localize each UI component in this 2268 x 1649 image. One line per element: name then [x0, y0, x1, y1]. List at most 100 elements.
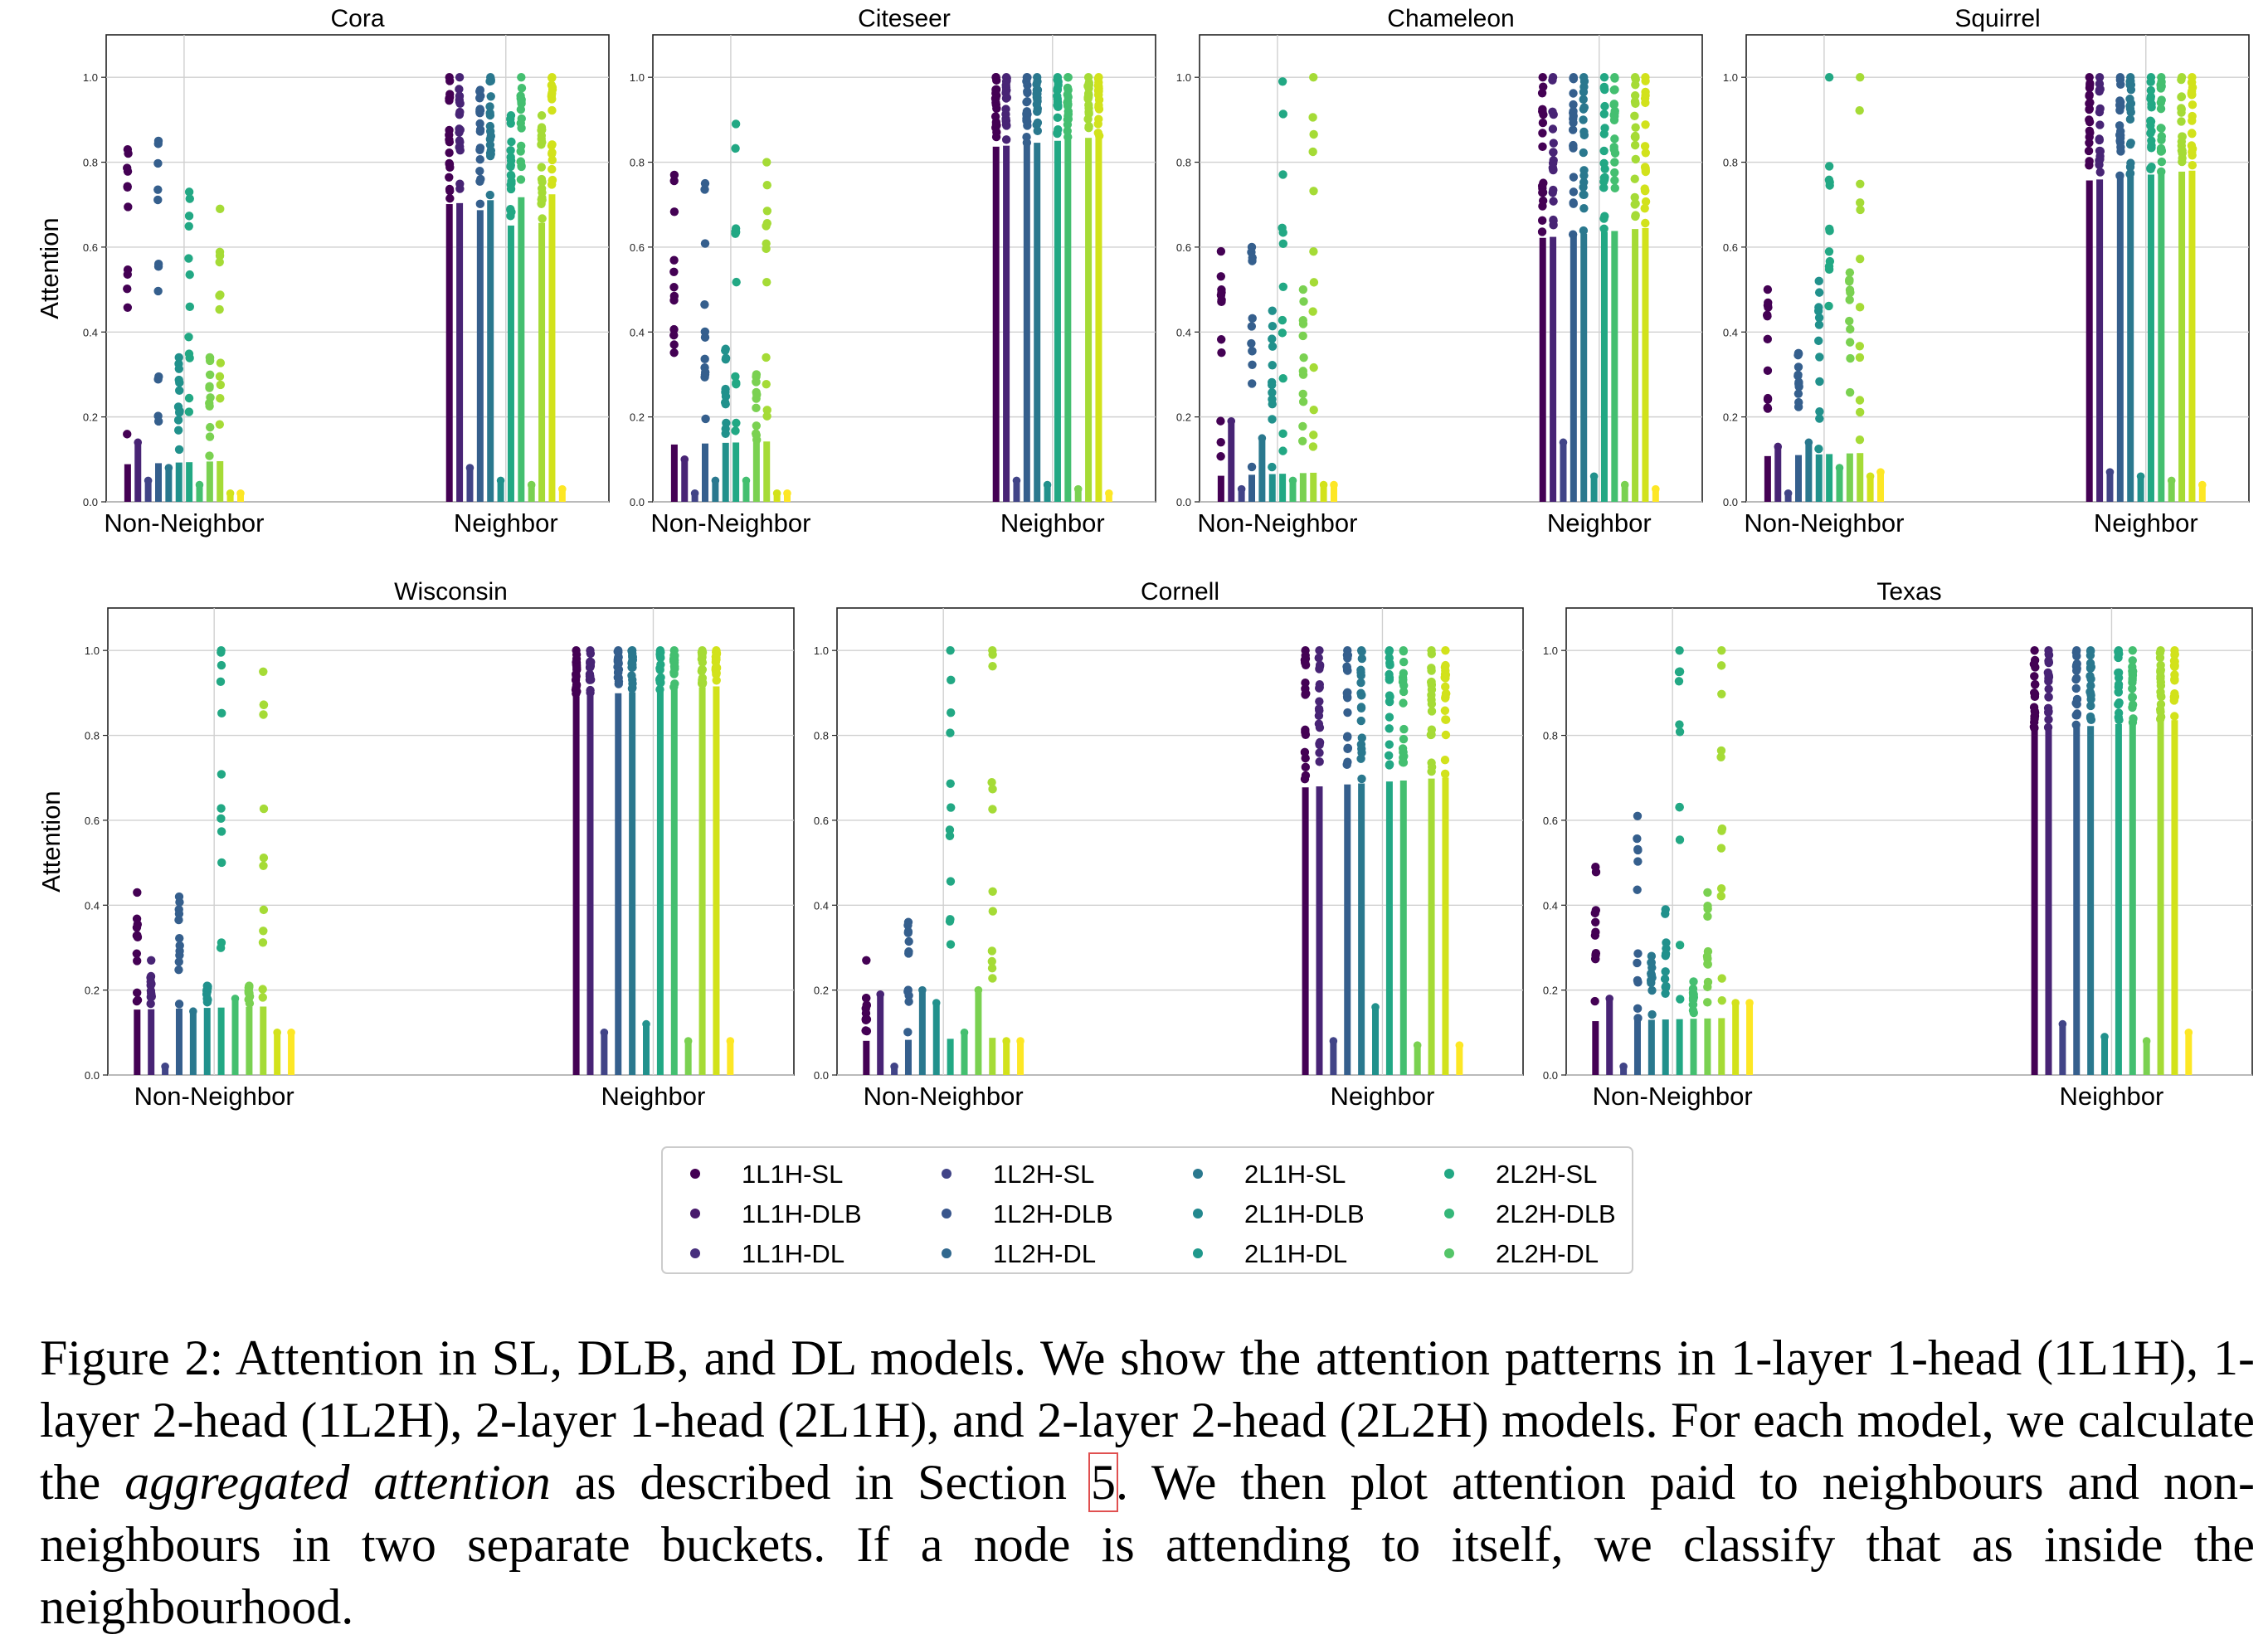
data-point	[507, 137, 516, 147]
data-point-max	[1538, 72, 1547, 82]
data-point	[1703, 998, 1712, 1007]
section-reference-link[interactable]: 5	[1088, 1452, 1119, 1512]
data-point	[1855, 254, 1865, 264]
data-point	[1633, 1004, 1643, 1014]
data-point-max	[1278, 77, 1287, 86]
point-band	[1054, 140, 1061, 502]
data-point-max	[475, 85, 485, 95]
point-band	[1866, 476, 1874, 502]
point-band	[1836, 468, 1843, 502]
point-band	[1826, 454, 1833, 502]
tick-label-x: Neighbor	[601, 1082, 706, 1111]
point-band	[1023, 143, 1030, 502]
data-point	[538, 214, 547, 223]
data-point	[2030, 714, 2039, 723]
point-band	[1034, 143, 1041, 502]
data-point	[904, 936, 913, 946]
data-point	[205, 370, 215, 380]
data-point	[1247, 462, 1257, 472]
point-band	[445, 204, 453, 503]
point-band	[1358, 783, 1365, 1075]
data-point	[731, 227, 741, 237]
data-point	[153, 416, 163, 426]
data-point	[2170, 692, 2180, 702]
data-point	[1268, 395, 1277, 404]
data-point	[475, 143, 485, 153]
data-point	[1569, 89, 1578, 98]
legend-marker	[1193, 1248, 1203, 1258]
data-point	[1702, 951, 1712, 961]
data-point-max	[1620, 480, 1629, 489]
data-point	[1579, 190, 1588, 199]
data-point	[762, 180, 771, 190]
data-point	[445, 148, 454, 158]
data-point-max	[960, 1029, 969, 1037]
data-point	[752, 394, 761, 403]
point-band	[1652, 489, 1659, 502]
data-point	[153, 185, 163, 194]
data-point	[1630, 111, 1639, 121]
point-band	[456, 202, 464, 502]
data-point	[133, 988, 142, 998]
data-point-max	[932, 999, 941, 1007]
data-point	[2147, 141, 2156, 150]
data-point	[1647, 1009, 1657, 1019]
tick-label-y: 0.6	[630, 241, 645, 254]
data-point-max	[903, 917, 913, 927]
data-point-max	[988, 645, 997, 655]
data-point	[1033, 106, 1042, 116]
data-point-max	[614, 645, 623, 655]
data-point	[506, 162, 515, 172]
data-point	[1399, 734, 1409, 744]
point-band	[2137, 476, 2144, 502]
data-point-max	[1413, 1041, 1422, 1049]
point-band	[1017, 1041, 1024, 1075]
data-point	[1716, 752, 1725, 762]
legend-label: 1L2H-DL	[993, 1239, 1096, 1268]
data-point	[987, 946, 997, 956]
data-point	[1549, 185, 1558, 195]
data-point-max	[2072, 645, 2081, 655]
data-point	[2044, 707, 2053, 716]
data-point	[2156, 674, 2165, 683]
data-point	[2146, 121, 2155, 130]
data-point	[1278, 446, 1287, 455]
point-band	[231, 998, 239, 1075]
data-point	[1427, 699, 1437, 708]
tick-label-x: Non-Neighbor	[104, 508, 264, 538]
data-point	[153, 375, 163, 384]
data-point	[506, 206, 515, 215]
data-point-max	[698, 645, 707, 655]
data-point-max	[2095, 72, 2105, 82]
point-band	[1074, 489, 1082, 502]
data-point	[1855, 407, 1865, 417]
point-band	[548, 194, 556, 502]
data-point	[669, 283, 679, 292]
data-point	[762, 406, 771, 415]
data-point-max	[627, 645, 637, 655]
data-point	[1385, 654, 1394, 663]
data-point	[1033, 126, 1042, 136]
legend-marker	[1444, 1169, 1454, 1179]
data-point	[1549, 139, 1558, 148]
data-point	[146, 980, 155, 990]
data-point	[762, 379, 771, 389]
data-point	[1579, 148, 1588, 158]
point-band	[1632, 229, 1639, 502]
data-point	[1579, 203, 1589, 213]
data-point	[2095, 107, 2105, 117]
point-band	[961, 1032, 968, 1075]
data-point	[185, 353, 194, 362]
chart-title: Chameleon	[1387, 5, 1514, 32]
point-band	[217, 460, 224, 502]
data-point	[1591, 954, 1600, 963]
chart-panels: 0.0 0.2 0.4 0.6 0.8 1.0 Non-Neighbor Neighbor Co…	[35, 5, 2253, 1111]
data-point	[1845, 285, 1855, 294]
tick-label-y: 0.4	[1176, 326, 1191, 338]
data-point	[175, 951, 184, 960]
chart-title: Citeseer	[858, 5, 951, 32]
data-point	[1631, 199, 1640, 208]
data-point-max	[1641, 72, 1650, 82]
data-point	[2030, 689, 2040, 698]
data-point-max	[1630, 72, 1640, 82]
